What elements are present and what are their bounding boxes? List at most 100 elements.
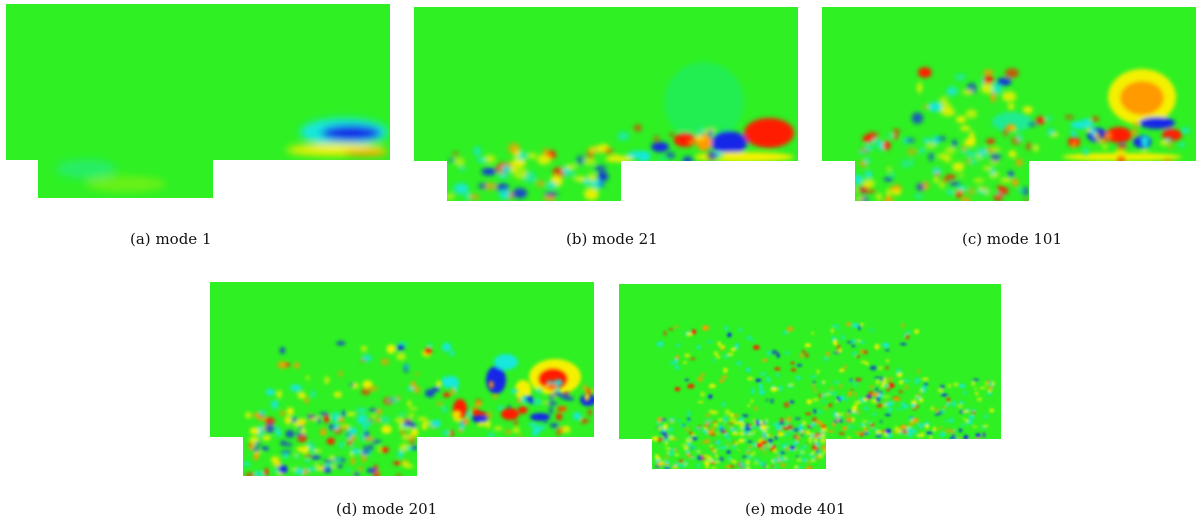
field-blob [755, 457, 758, 461]
caption-e: (e) mode 401 [745, 500, 846, 518]
field-blob [511, 159, 525, 167]
field-blob [891, 189, 902, 196]
field-blob [956, 116, 966, 123]
field-blob [734, 414, 739, 418]
field-blob [1029, 123, 1037, 127]
field-blob [1023, 106, 1033, 113]
field-blob [753, 406, 758, 410]
field-blob [702, 325, 709, 330]
field-blob [691, 329, 696, 334]
field-blob [773, 449, 777, 453]
field-blob [738, 449, 741, 451]
field-blob [828, 404, 832, 408]
field-blob [1134, 122, 1138, 127]
field-blob [711, 411, 718, 415]
field-blob [689, 432, 693, 435]
field-blob [861, 349, 864, 353]
field-blob [727, 443, 730, 446]
field-blob [792, 428, 799, 432]
field-blob [261, 447, 269, 451]
field-blob [701, 373, 706, 377]
field-blob [1045, 116, 1053, 121]
field-blob [820, 382, 823, 384]
field-blob [346, 436, 352, 440]
field-blob [903, 380, 910, 382]
field-blob [732, 428, 738, 432]
field-blob [823, 358, 829, 361]
field-blob [381, 425, 392, 434]
field-blob [721, 446, 727, 449]
field-blob [341, 424, 351, 429]
field-blob [789, 401, 794, 404]
panel-mode-21 [414, 7, 798, 203]
field-blob [290, 385, 302, 392]
field-blob [968, 151, 974, 158]
field-blob [764, 466, 769, 468]
field-blob [748, 456, 753, 460]
field-blob [854, 393, 857, 397]
field-blob [819, 435, 825, 439]
field-blob [454, 382, 458, 392]
field-blob [985, 381, 989, 385]
field-blob [832, 325, 837, 327]
field-blob [597, 172, 608, 182]
field-blob [665, 447, 670, 450]
field-blob [840, 395, 845, 400]
field-blob [537, 181, 545, 187]
field-blob [670, 419, 674, 423]
field-blob [746, 368, 751, 373]
field-blob [257, 415, 265, 420]
field-blob [245, 472, 254, 479]
field-blob [1141, 150, 1149, 153]
field-blob [945, 175, 957, 180]
field-blob [680, 463, 686, 468]
field-blob [936, 408, 938, 412]
field-blob [719, 457, 724, 462]
field-blob [855, 431, 862, 434]
field-blob [865, 406, 869, 410]
field-blob [920, 147, 925, 153]
field-blob [1160, 140, 1168, 146]
field-blob [751, 388, 755, 394]
field-blob [902, 160, 909, 169]
field-blob [728, 457, 732, 460]
field-blob [294, 362, 299, 368]
mode-201-field [210, 282, 594, 478]
field-blob [747, 448, 750, 450]
field-blob [498, 173, 509, 179]
field-blob [870, 385, 874, 388]
field-blob [885, 349, 889, 351]
field-blob [937, 137, 946, 141]
field-blob [556, 428, 561, 436]
field-blob [397, 344, 405, 350]
field-blob [687, 384, 694, 389]
field-blob [323, 460, 333, 463]
field-blob [782, 444, 787, 448]
field-blob [990, 154, 1000, 162]
field-blob [1131, 129, 1138, 137]
field-blob [798, 449, 803, 451]
field-blob [860, 323, 863, 327]
field-blob [362, 450, 370, 455]
field-blob [675, 344, 680, 346]
field-blob [334, 392, 342, 398]
field-blob [250, 427, 260, 435]
field-blob [959, 401, 964, 403]
field-blob [294, 455, 298, 459]
field-blob [712, 449, 717, 454]
field-blob [969, 415, 975, 420]
field-blob [918, 67, 932, 78]
field-blob [546, 182, 556, 190]
field-blob [469, 195, 479, 200]
field-blob [886, 366, 889, 370]
field-blob [672, 466, 677, 469]
field-blob [276, 429, 281, 436]
field-blob [876, 434, 882, 438]
field-blob [981, 83, 993, 94]
field-blob [896, 368, 901, 374]
field-blob [576, 155, 585, 165]
field-blob [989, 174, 998, 179]
field-blob [297, 419, 307, 424]
field-blob [820, 438, 827, 443]
field-blob [1047, 128, 1055, 136]
